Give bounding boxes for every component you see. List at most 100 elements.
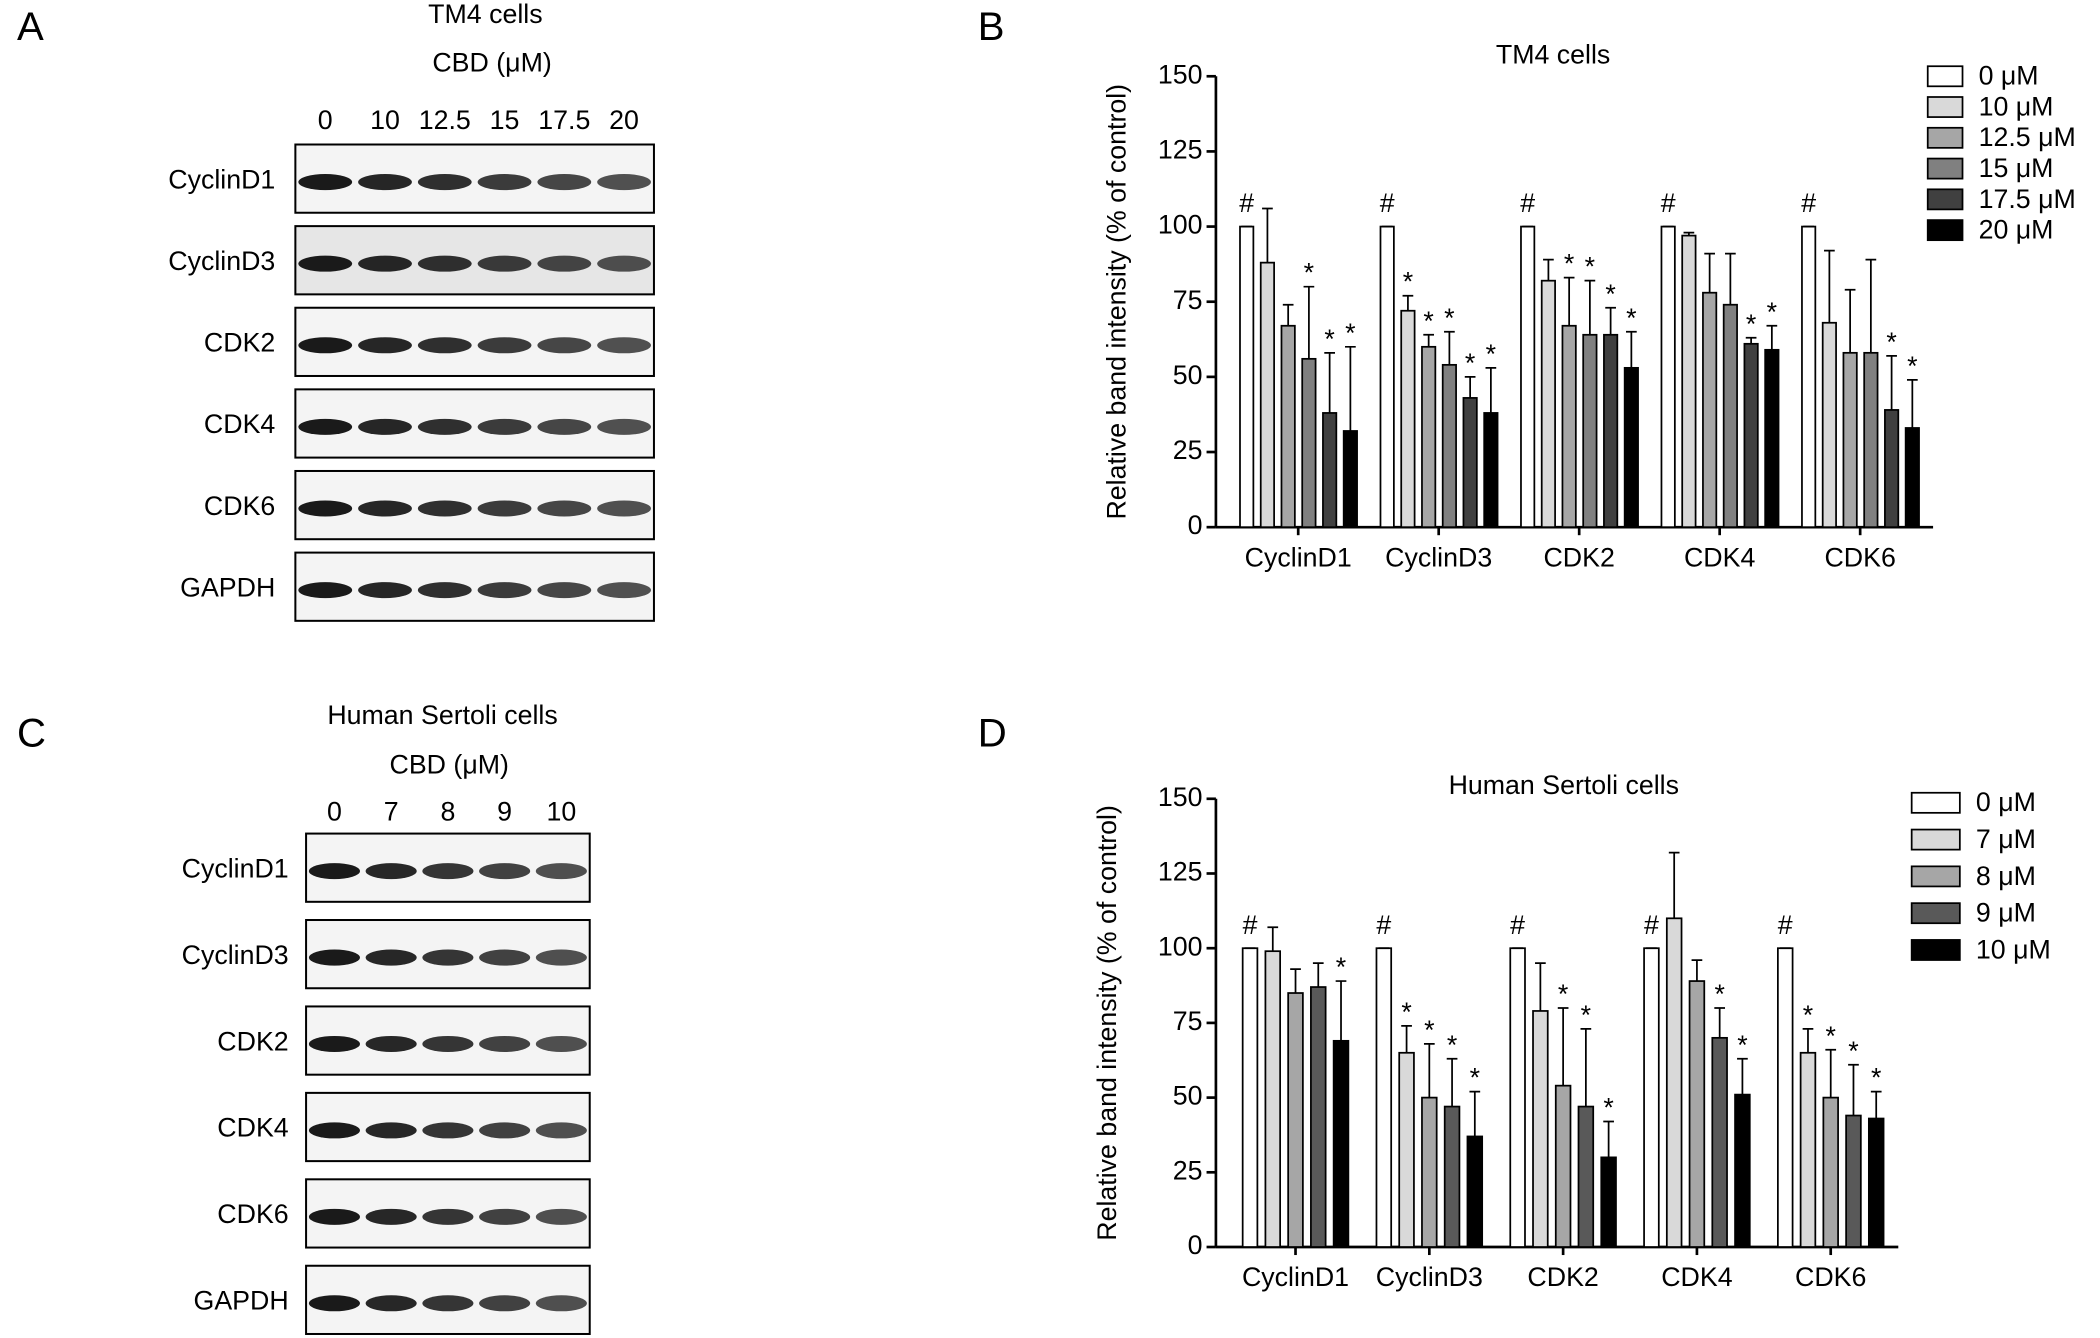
legend-swatch [1926,96,1964,118]
significance-mark: # [1510,910,1525,940]
bar [1681,234,1697,529]
band [537,582,592,599]
error-bar [1345,345,1356,431]
band [477,255,532,272]
y-tick-label: 150 [1158,782,1203,812]
significance-mark: * [1336,952,1346,982]
bar [1665,917,1683,1248]
error-bar [1324,351,1335,413]
band [417,582,472,599]
bar [1259,261,1275,529]
legend-label: 12.5 μM [1979,122,2076,152]
bar [1554,1084,1572,1248]
legend-label: 20 μM [1979,215,2054,245]
significance-mark: * [1605,279,1615,309]
error-bar [1580,1028,1592,1107]
x-tick-label: CDK4 [1661,1262,1732,1292]
significance-mark: * [1886,327,1896,357]
significance-mark: * [1746,309,1756,339]
protein-label: CDK4 [204,409,275,439]
y-axis-label: Relative band intensity (% of control) [1101,84,1131,520]
band [479,1122,531,1139]
blot-box [294,225,655,296]
band [422,1295,474,1312]
band [597,255,651,272]
band [479,863,531,880]
bar [1799,1051,1817,1248]
error-bar [1401,1025,1412,1053]
band [477,174,532,191]
significance-mark: * [1737,1030,1747,1060]
bar [1520,225,1536,529]
x-tick-label: CyclinD3 [1385,542,1492,572]
bar [1264,950,1282,1248]
band [422,1035,474,1053]
legend-swatch [1926,65,1964,88]
significance-mark: * [1486,339,1496,369]
protein-label: CDK6 [217,1199,288,1229]
significance-mark: * [1714,979,1724,1009]
bar [1863,351,1879,529]
error-bar [1303,285,1315,359]
legend-swatch [1926,219,1964,242]
band [477,500,532,517]
band [422,949,474,966]
y-tick-label: 125 [1158,857,1203,887]
error-bar [1335,980,1347,1041]
error-bar [1886,354,1897,410]
y-tick-label: 50 [1173,360,1203,390]
protein-label: CDK2 [217,1026,288,1056]
bar [1623,366,1639,529]
significance-mark: # [1520,188,1535,218]
y-tick-label: 75 [1173,1006,1203,1036]
band [417,337,472,354]
bar [1801,225,1817,529]
error-bar [1865,258,1877,353]
blot-box [294,143,655,214]
band [298,337,353,354]
treatment-label: CBD (μM) [390,750,509,780]
bar [1777,947,1794,1248]
x-tick-label: CDK2 [1527,1262,1598,1292]
band [477,337,532,354]
significance-mark: * [1465,348,1475,378]
error-bar [1668,851,1680,919]
bar [1688,980,1706,1248]
band [479,1295,531,1312]
band [365,1208,417,1225]
bar [1600,1156,1617,1248]
band [358,418,412,435]
bar [1287,992,1304,1248]
significance-mark: # [1778,910,1793,940]
legend-swatch [1926,157,1964,180]
y-axis-label: Relative band intensity (% of control) [1092,805,1122,1241]
bar [1821,321,1837,529]
band [422,1122,474,1139]
panel-letter: B [978,4,1005,49]
band [365,1295,417,1312]
error-bar [1802,1028,1814,1053]
band [308,1295,360,1312]
dose-label: 12.5 [419,105,471,135]
significance-mark: * [1324,324,1334,354]
band [358,582,412,599]
band [535,1208,587,1225]
band [422,863,474,880]
band [298,582,353,599]
dose-label: 17.5 [538,105,590,135]
y-tick-label: 50 [1173,1081,1203,1111]
error-bar [1584,279,1596,335]
error-bar [1402,294,1414,311]
bar [1711,1036,1728,1248]
bar [1462,397,1478,529]
bar [1643,947,1660,1248]
error-bar [1704,252,1715,293]
bar [1322,412,1338,529]
bar [1884,409,1900,529]
significance-mark: * [1401,997,1411,1027]
bar [1532,1010,1549,1248]
band [417,418,472,435]
error-bar [1563,276,1575,326]
error-bar [1282,303,1294,326]
error-bar [1267,926,1279,952]
